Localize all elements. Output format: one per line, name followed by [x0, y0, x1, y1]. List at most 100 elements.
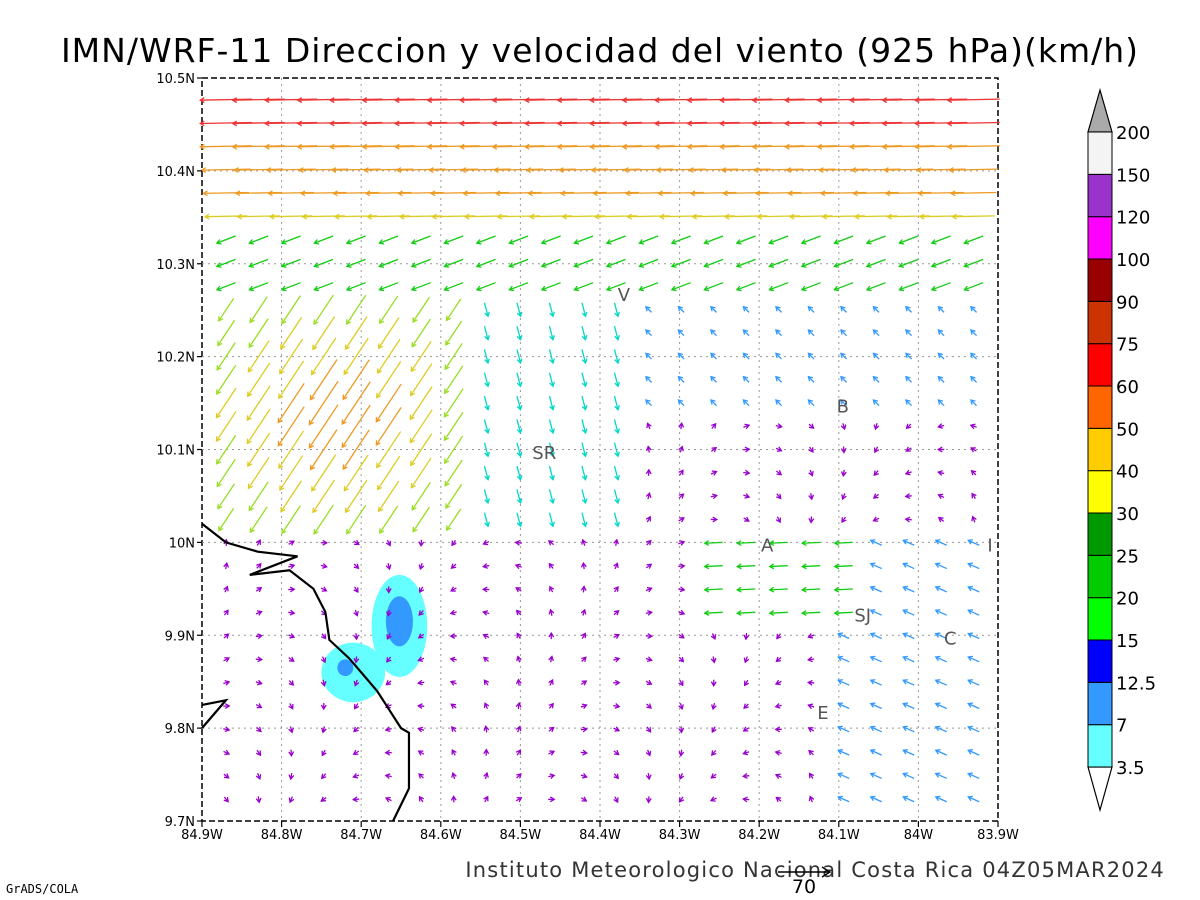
wind-vector [320, 586, 328, 592]
lon-tick-label: 83.9W [977, 828, 1019, 843]
wind-vector [288, 703, 294, 710]
wind-vector [346, 294, 367, 326]
wind-vector [670, 235, 691, 245]
wind-vector [482, 633, 490, 640]
wind-vector [343, 454, 369, 492]
lat-tick-label: 10.2N [156, 351, 195, 366]
lat-tick-label: 9.8N [165, 722, 195, 737]
wind-vector [516, 395, 523, 411]
wind-vector [902, 585, 915, 593]
wind-vector [768, 235, 789, 245]
wind-vector [735, 563, 756, 570]
wind-vector [613, 796, 619, 804]
wind-vector [247, 432, 271, 468]
lat-tick-label: 10.4N [156, 165, 195, 180]
wind-vector [613, 703, 621, 709]
wind-vector [417, 656, 425, 662]
place-label: SJ [854, 605, 871, 626]
wind-vector [807, 305, 815, 313]
wind-vector [320, 773, 327, 780]
wind-vector [710, 493, 718, 500]
wind-vector [540, 282, 561, 292]
wind-vector [710, 679, 717, 687]
wind-vector [410, 282, 431, 292]
wind-vector [902, 795, 915, 803]
calm-area [337, 659, 354, 677]
wind-vector [967, 585, 980, 593]
wind-vector [840, 305, 848, 313]
wind-vector [445, 298, 462, 322]
wind-vector [341, 381, 371, 426]
wind-vector [411, 318, 431, 348]
wind-vector [833, 258, 854, 268]
wind-vector [710, 399, 718, 407]
wind-vector [743, 679, 750, 687]
wind-vector [645, 749, 652, 757]
wind-vector [613, 465, 620, 481]
wind-vector [481, 586, 490, 593]
wind-vector [840, 399, 848, 407]
wind-vector [246, 385, 271, 422]
wind-vector [967, 679, 980, 686]
wind-vector [482, 563, 490, 569]
wind-vector [934, 539, 947, 546]
place-label: V [618, 285, 631, 306]
wind-vector [384, 773, 392, 780]
wind-vector [613, 325, 620, 341]
wind-vector [311, 454, 337, 492]
wind-vector [613, 349, 620, 365]
wind-vector [677, 305, 685, 313]
wind-vector [255, 703, 263, 709]
wind-vector [412, 506, 430, 533]
wind-vector [580, 561, 587, 570]
wind-vector [255, 610, 263, 616]
wind-vector [970, 352, 978, 360]
wind-vector [742, 796, 750, 803]
wind-vector [409, 386, 433, 421]
wind-vector [840, 446, 847, 454]
wind-vector [277, 406, 305, 447]
wind-vector [215, 411, 237, 442]
place-label: E [817, 703, 828, 724]
wind-vector [223, 657, 231, 663]
wind-vector [735, 586, 756, 593]
wind-vector [288, 656, 295, 662]
wind-vector [645, 492, 652, 500]
wind-vector [775, 375, 783, 383]
wind-vector [930, 235, 951, 245]
wind-vector [703, 540, 723, 547]
wind-vector [410, 433, 433, 467]
wind-vector [775, 399, 783, 407]
place-labels: V B SR A I SJ C E [532, 285, 992, 724]
wind-vector [419, 586, 425, 594]
wind-vector [710, 329, 718, 337]
colorbar-label: 12.5 [1116, 673, 1156, 694]
wind-vector [449, 656, 457, 663]
wind-vector [837, 702, 850, 710]
wind-vector [255, 539, 262, 546]
wind-vector [483, 442, 490, 458]
wind-vector [678, 656, 685, 663]
wind-vector [735, 235, 756, 245]
colorbar-swatch [1087, 681, 1113, 726]
wind-vector [217, 320, 236, 347]
wind-vector [483, 748, 490, 756]
wind-vector [417, 750, 425, 756]
wind-vector [385, 680, 392, 686]
wind-vector [516, 325, 523, 341]
colorbar-label: 40 [1116, 462, 1139, 483]
wind-vector [678, 749, 685, 757]
wind-vector [840, 329, 848, 337]
wind-vector [703, 235, 724, 245]
wind-vector [256, 562, 262, 569]
colorbar-swatch [1087, 427, 1113, 472]
wind-vector [703, 563, 723, 570]
wind-vector [807, 727, 815, 733]
wind-vector [645, 515, 652, 523]
wind-vector [774, 726, 782, 733]
wind-vector [970, 399, 978, 407]
wind-vector [743, 703, 749, 710]
wind-vector [949, 190, 997, 197]
wind-vector [735, 282, 756, 292]
lon-tick-label: 84.2W [738, 828, 780, 843]
